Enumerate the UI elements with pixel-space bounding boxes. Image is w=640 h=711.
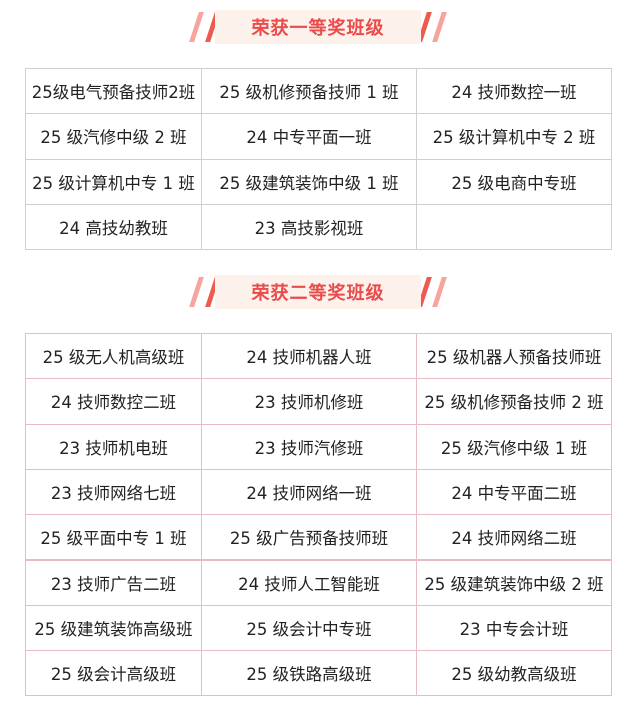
table-cell: 25 级计算机中专 1 班 [25, 158, 202, 205]
table-cell: 25 级汽修中级 2 班 [25, 113, 202, 160]
table-cell: 23 高技影视班 [201, 203, 417, 251]
table-cell: 25 级建筑装饰中级 1 班 [201, 158, 417, 205]
decor-slash [432, 277, 447, 307]
table-cell: 23 技师汽修班 [201, 423, 417, 470]
table-cell: 23 技师机修班 [201, 378, 417, 425]
table-cell: 24 技师人工智能班 [201, 559, 417, 606]
section-title: 荣获二等奖班级 [215, 275, 421, 309]
table-cell: 23 技师机电班 [25, 423, 202, 470]
table-cell: 24 技师网络二班 [416, 514, 612, 561]
decor-slash [189, 12, 204, 42]
table-cell: 25级电气预备技师2班 [25, 68, 202, 115]
decor-slash [189, 277, 204, 307]
table-cell: 23 中专会计班 [416, 604, 612, 652]
table-cell: 24 技师机器人班 [201, 333, 417, 380]
table-cell: 24 高技幼教班 [25, 203, 202, 251]
table-cell: 24 中专平面二班 [416, 468, 612, 516]
table-cell: 25 级会计中专班 [201, 604, 417, 652]
table-cell: 25 级幼教高级班 [416, 650, 612, 697]
table-cell: 25 级电商中专班 [416, 158, 612, 205]
table-cell: 24 技师数控二班 [25, 378, 202, 425]
table-cell: 24 技师网络一班 [201, 468, 417, 516]
table-cell [416, 203, 612, 251]
table-cell: 24 中专平面一班 [201, 113, 417, 160]
table-cell: 25 级计算机中专 2 班 [416, 113, 612, 160]
section-title: 荣获一等奖班级 [215, 10, 421, 44]
table-cell: 25 级建筑装饰高级班 [25, 604, 202, 652]
table-cell: 25 级铁路高级班 [201, 650, 417, 697]
table-cell: 25 级机修预备技师 2 班 [416, 378, 612, 425]
table-cell: 25 级机器人预备技师班 [416, 333, 612, 380]
table-cell: 24 技师数控一班 [416, 68, 612, 115]
decor-slash [432, 12, 447, 42]
table-cell: 25 级汽修中级 1 班 [416, 423, 612, 470]
table-cell: 23 技师广告二班 [25, 559, 202, 606]
table-cell: 25 级建筑装饰中级 2 班 [416, 559, 612, 606]
table-cell: 25 级平面中专 1 班 [25, 514, 202, 561]
table-cell: 23 技师网络七班 [25, 468, 202, 516]
table-cell: 25 级会计高级班 [25, 650, 202, 697]
table-cell: 25 级无人机高级班 [25, 333, 202, 380]
table-cell: 25 级机修预备技师 1 班 [201, 68, 417, 115]
table-cell: 25 级广告预备技师班 [201, 514, 417, 561]
